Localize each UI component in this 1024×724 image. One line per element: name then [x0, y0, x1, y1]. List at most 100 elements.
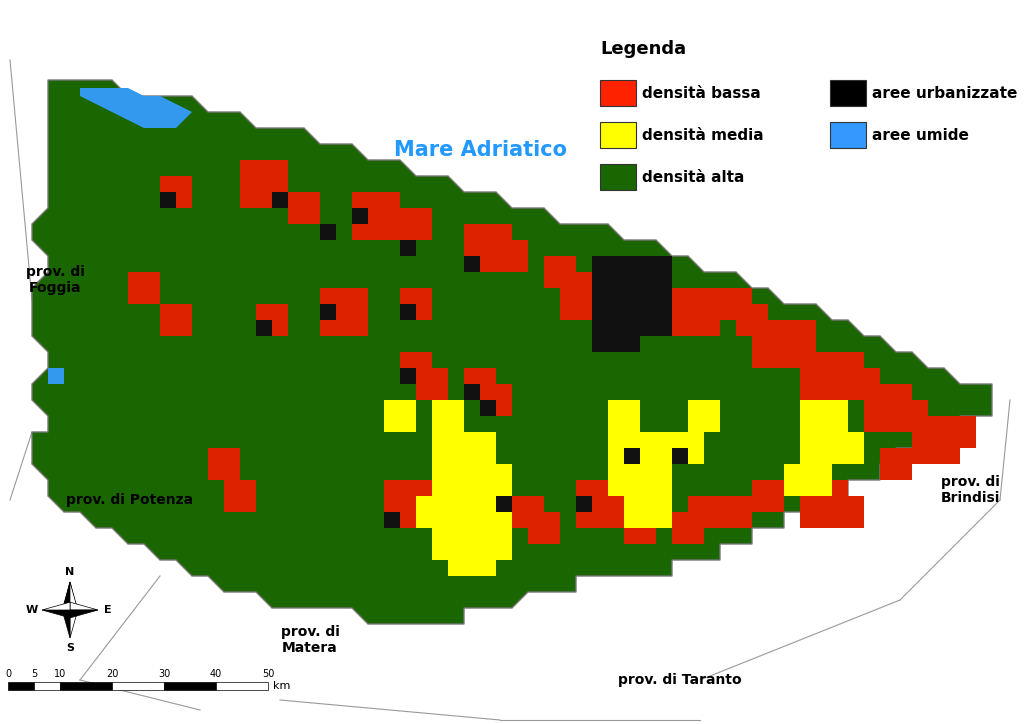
Text: Legenda: Legenda — [600, 40, 686, 58]
Bar — [352, 192, 400, 240]
Bar — [464, 368, 496, 400]
Bar — [48, 368, 63, 384]
Text: 50: 50 — [262, 669, 274, 679]
Bar — [464, 224, 512, 272]
Bar — [400, 368, 416, 384]
Bar — [830, 122, 866, 148]
Bar — [319, 304, 336, 320]
Bar — [624, 448, 640, 464]
Polygon shape — [70, 582, 78, 610]
Bar — [272, 192, 288, 208]
Bar — [164, 682, 216, 690]
Bar — [528, 512, 560, 544]
Text: W: W — [26, 605, 38, 615]
Bar — [8, 682, 34, 690]
Bar — [416, 368, 449, 400]
Bar — [464, 256, 480, 272]
Text: prov. di Potenza: prov. di Potenza — [67, 493, 194, 507]
Bar — [831, 352, 864, 384]
Bar — [608, 400, 640, 432]
Polygon shape — [63, 582, 77, 610]
Bar — [352, 208, 368, 224]
Polygon shape — [63, 582, 77, 610]
Bar — [319, 288, 368, 336]
Bar — [640, 304, 672, 336]
Bar — [112, 682, 164, 690]
Bar — [800, 400, 848, 432]
Text: 30: 30 — [158, 669, 170, 679]
Bar — [384, 480, 432, 528]
Bar — [880, 448, 912, 480]
Bar — [752, 480, 784, 512]
Polygon shape — [80, 88, 193, 128]
Text: aree urbanizzate: aree urbanizzate — [872, 85, 1018, 101]
Bar — [480, 384, 512, 416]
Bar — [896, 400, 928, 432]
Text: densità alta: densità alta — [642, 169, 744, 185]
Text: aree umide: aree umide — [872, 127, 969, 143]
Bar — [128, 272, 160, 304]
Bar — [784, 320, 816, 352]
Bar — [912, 416, 944, 448]
Bar — [544, 256, 575, 288]
Bar — [672, 288, 720, 336]
Polygon shape — [62, 582, 70, 610]
Bar — [624, 512, 656, 544]
Bar — [216, 682, 268, 690]
Bar — [592, 256, 624, 288]
Bar — [848, 368, 880, 400]
Text: 40: 40 — [210, 669, 222, 679]
Bar — [600, 80, 636, 106]
Bar — [496, 496, 512, 512]
Bar — [256, 320, 272, 336]
Bar — [600, 122, 636, 148]
Bar — [160, 192, 176, 208]
Bar — [672, 432, 705, 464]
Bar — [608, 432, 688, 464]
Bar — [575, 480, 624, 528]
Bar — [800, 480, 848, 528]
Bar — [640, 464, 672, 496]
Text: S: S — [66, 643, 74, 653]
Text: prov. di
Foggia: prov. di Foggia — [26, 265, 84, 295]
Bar — [240, 160, 288, 208]
Text: Mare Adriatico: Mare Adriatico — [393, 140, 566, 160]
Bar — [720, 288, 752, 320]
Text: km: km — [273, 681, 291, 691]
Bar — [656, 288, 688, 320]
Polygon shape — [70, 610, 98, 618]
Text: prov. di
Matera: prov. di Matera — [281, 625, 339, 655]
Bar — [672, 448, 688, 464]
Bar — [384, 400, 416, 432]
Bar — [224, 480, 256, 512]
Bar — [496, 240, 528, 272]
Text: densità media: densità media — [642, 127, 764, 143]
Bar — [640, 272, 672, 304]
Bar — [432, 464, 512, 496]
Bar — [608, 464, 672, 496]
Text: prov. di Taranto: prov. di Taranto — [618, 673, 741, 687]
Bar — [319, 224, 336, 240]
Bar — [432, 400, 464, 432]
Bar — [624, 496, 672, 528]
Polygon shape — [70, 602, 98, 610]
Bar — [592, 256, 672, 336]
Text: densità bassa: densità bassa — [642, 85, 761, 101]
Bar — [608, 496, 640, 528]
Bar — [800, 352, 848, 400]
Bar — [800, 432, 864, 464]
Bar — [600, 164, 636, 190]
Polygon shape — [32, 80, 992, 624]
Bar — [830, 80, 866, 106]
Text: prov. di
Brindisi: prov. di Brindisi — [940, 475, 999, 505]
Polygon shape — [70, 610, 78, 638]
Bar — [688, 400, 720, 432]
Bar — [560, 272, 608, 320]
Bar — [784, 464, 816, 496]
Bar — [784, 464, 831, 496]
Bar — [400, 304, 416, 320]
Polygon shape — [42, 602, 70, 610]
Bar — [160, 176, 193, 208]
Bar — [864, 384, 912, 432]
Bar — [480, 400, 496, 416]
